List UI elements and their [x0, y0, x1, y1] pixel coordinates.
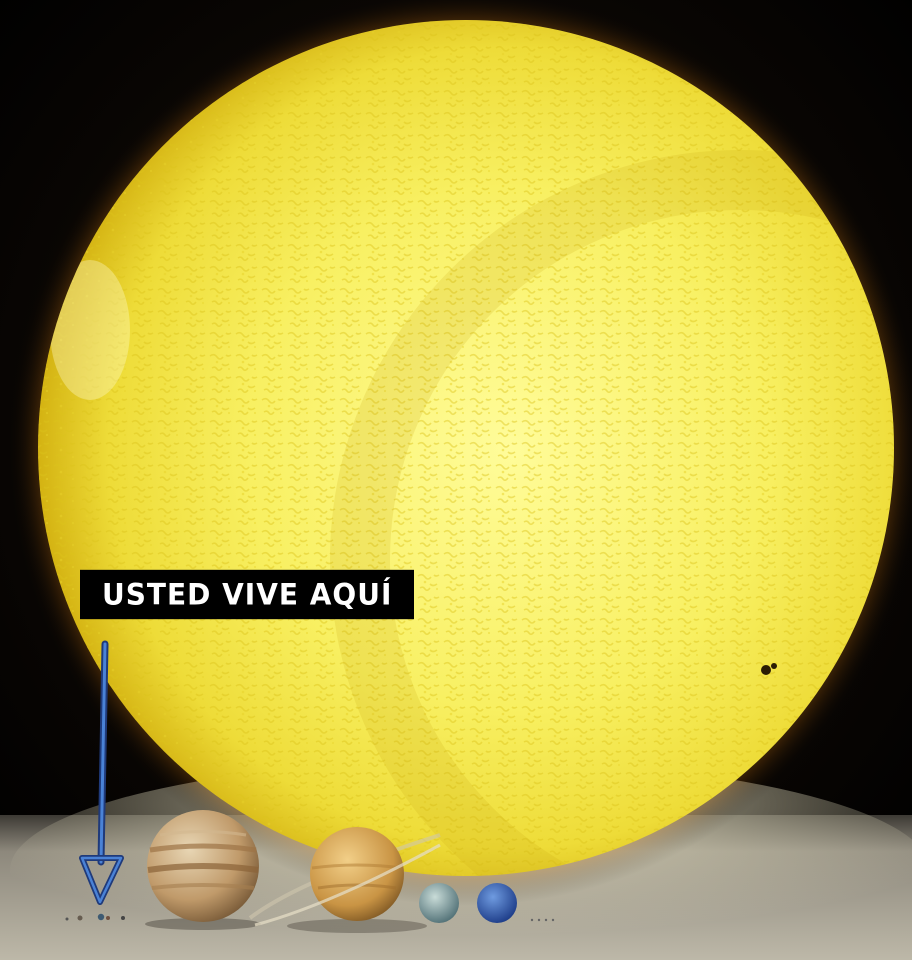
- uranus: [419, 883, 459, 923]
- you-live-here-label: USTED VIVE AQUÍ: [80, 569, 414, 620]
- pointer-arrow: [79, 640, 124, 905]
- earth-dot: [97, 913, 105, 921]
- sunspot: [761, 665, 771, 675]
- inner-planets: [65, 913, 125, 921]
- saturn: [248, 827, 441, 933]
- dwarf-planets: [530, 918, 555, 922]
- neptune: [477, 883, 517, 923]
- saturn-ring-front: [254, 843, 441, 927]
- jupiter: [145, 810, 261, 930]
- sun: [38, 20, 894, 876]
